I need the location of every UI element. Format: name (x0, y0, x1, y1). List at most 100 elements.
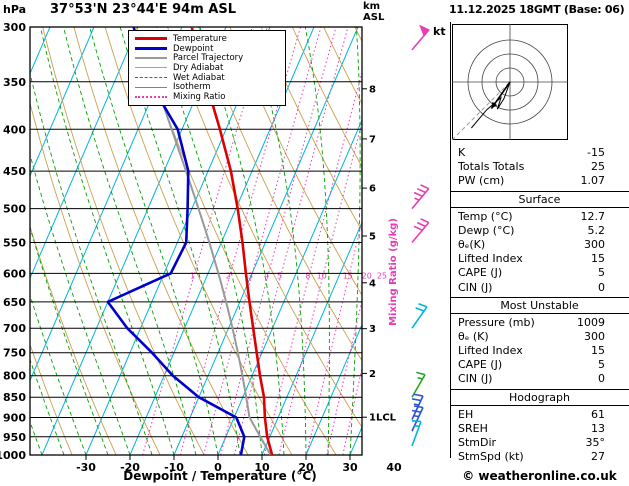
stat-label: EH (458, 407, 474, 421)
svg-text:550: 550 (3, 237, 26, 250)
stat-row: θₑ(K) 300 (450, 238, 629, 252)
stat-label: Pressure (mb) (458, 315, 535, 329)
stat-value: 27 (591, 450, 605, 464)
stat-value: 1.07 (580, 174, 606, 188)
hodograph (452, 24, 568, 140)
svg-text:20: 20 (362, 271, 372, 280)
svg-text:8: 8 (369, 84, 376, 95)
stat-value: 61 (591, 407, 605, 421)
stat-label: Totals Totals (458, 160, 525, 174)
chart-legend: Temperature Dewpoint Parcel Trajectory D… (128, 30, 286, 106)
stat-label: CIN (J) (458, 372, 493, 386)
stat-row: K -15 (450, 146, 629, 160)
stat-row: StmSpd (kt) 27 (450, 450, 629, 464)
svg-text:3: 3 (369, 324, 376, 335)
stat-value: 5.2 (587, 223, 606, 237)
stat-label: StmDir (458, 436, 497, 449)
stat-row: StmDir 35° (450, 436, 629, 450)
legend-label: Temperature (173, 33, 227, 44)
stat-label: Temp (°C) (458, 209, 513, 223)
mixing-ratio-value-labels: 1 2 3 4 5 8 10 15 20 25 (190, 271, 387, 280)
svg-text:0: 0 (214, 461, 222, 474)
legend-label: Dry Adiabat (173, 62, 224, 73)
panel-divider-line (450, 22, 451, 458)
stat-row: θₑ (K) 300 (450, 330, 629, 344)
svg-text:25: 25 (377, 271, 387, 280)
svg-text:2: 2 (369, 369, 376, 380)
stat-label: Dewp (°C) (458, 223, 515, 237)
svg-text:30: 30 (342, 461, 358, 474)
svg-text:700: 700 (3, 322, 26, 335)
stat-row: Dewp (°C) 5.2 (450, 224, 629, 238)
svg-text:400: 400 (3, 123, 26, 136)
legend-label: Wet Adiabat (173, 72, 225, 83)
svg-text:5: 5 (277, 271, 282, 280)
stat-value: -15 (587, 146, 605, 159)
legend-item-wet-adiabat: Wet Adiabat (135, 73, 279, 83)
section-header: Surface (450, 190, 629, 208)
stat-label: K (458, 146, 466, 159)
svg-text:1000: 1000 (0, 449, 26, 462)
svg-text:3: 3 (248, 271, 253, 280)
plot-frame (29, 26, 363, 456)
svg-text:-30: -30 (76, 461, 96, 474)
stat-row: CAPE (J) 5 (450, 266, 629, 280)
stat-label: StmSpd (kt) (458, 450, 524, 464)
stat-row: CIN (J) 0 (450, 372, 629, 386)
svg-text:40: 40 (386, 461, 402, 474)
stat-label: CIN (J) (458, 280, 493, 294)
hodograph-grid (452, 24, 568, 140)
temperature-axis-ticks: -30 -20 -10 0 10 20 30 40 (76, 455, 402, 474)
hodograph-unit-label: kt (433, 25, 446, 38)
svg-text:300: 300 (3, 21, 26, 34)
svg-text:4: 4 (264, 271, 269, 280)
mixing-ratio-line-sample (135, 95, 167, 98)
storm-motion-arrowhead (491, 101, 498, 109)
pressure-axis-labels: 300 350 400 450 500 550 600 650 700 750 800 850 900 9… (0, 21, 26, 462)
pressure-axis-unit: hPa (3, 3, 27, 16)
legend-item-dry-adiabat: Dry Adiabat (135, 63, 279, 73)
stat-row: Totals Totals 25 (450, 160, 629, 174)
legend-item-temperature: Temperature (135, 34, 279, 44)
mixing-ratio-lines (142, 27, 362, 455)
svg-text:7: 7 (369, 134, 376, 145)
svg-text:15: 15 (343, 271, 353, 280)
mixing-ratio-axis-label: Mixing Ratio (g/kg) (388, 218, 399, 326)
stat-row: Pressure (mb) 1009 (450, 316, 629, 330)
dewpoint-line-sample (135, 47, 167, 51)
wet-adiabat-line-sample (135, 77, 167, 79)
svg-text:8: 8 (305, 271, 310, 280)
stat-label: θₑ(K) (458, 237, 486, 251)
svg-text:6: 6 (369, 184, 376, 195)
legend-item-parcel-trajectory: Parcel Trajectory (135, 53, 279, 63)
stat-label: CAPE (J) (458, 266, 503, 280)
stat-value: 12.7 (580, 209, 606, 223)
stat-value: 300 (584, 329, 605, 343)
stat-row: CIN (J) 0 (450, 281, 629, 295)
temperature-axis-label: Dewpoint / Temperature (°C) (123, 469, 317, 483)
svg-text:-10: -10 (164, 461, 184, 474)
stat-label: Lifted Index (458, 344, 523, 358)
section-header: Hodograph (450, 388, 629, 406)
stat-value: 5 (598, 358, 605, 372)
hodograph-trace (471, 81, 511, 129)
stat-row: PW (cm) 1.07 (450, 174, 629, 188)
stat-value: 1009 (577, 315, 605, 329)
credit-footer: © weatheronline.co.uk (462, 469, 617, 483)
stat-value: 15 (591, 344, 605, 358)
stat-label: θₑ (K) (458, 329, 489, 343)
section-header: Most Unstable (450, 296, 629, 314)
stat-value: 15 (591, 252, 605, 266)
svg-text:650: 650 (3, 296, 26, 309)
altitude-axis-unit: km ASL (363, 1, 384, 23)
dry-adiabat-line-sample (135, 67, 167, 69)
legend-label: Parcel Trajectory (173, 53, 244, 64)
stat-label: SREH (458, 421, 488, 435)
isotherm-line-sample (135, 86, 167, 88)
altitude-unit-km: km (363, 1, 381, 12)
altitude-unit-asl: ASL (363, 12, 385, 23)
legend-label: Dewpoint (173, 43, 214, 54)
svg-text:2: 2 (226, 271, 231, 280)
